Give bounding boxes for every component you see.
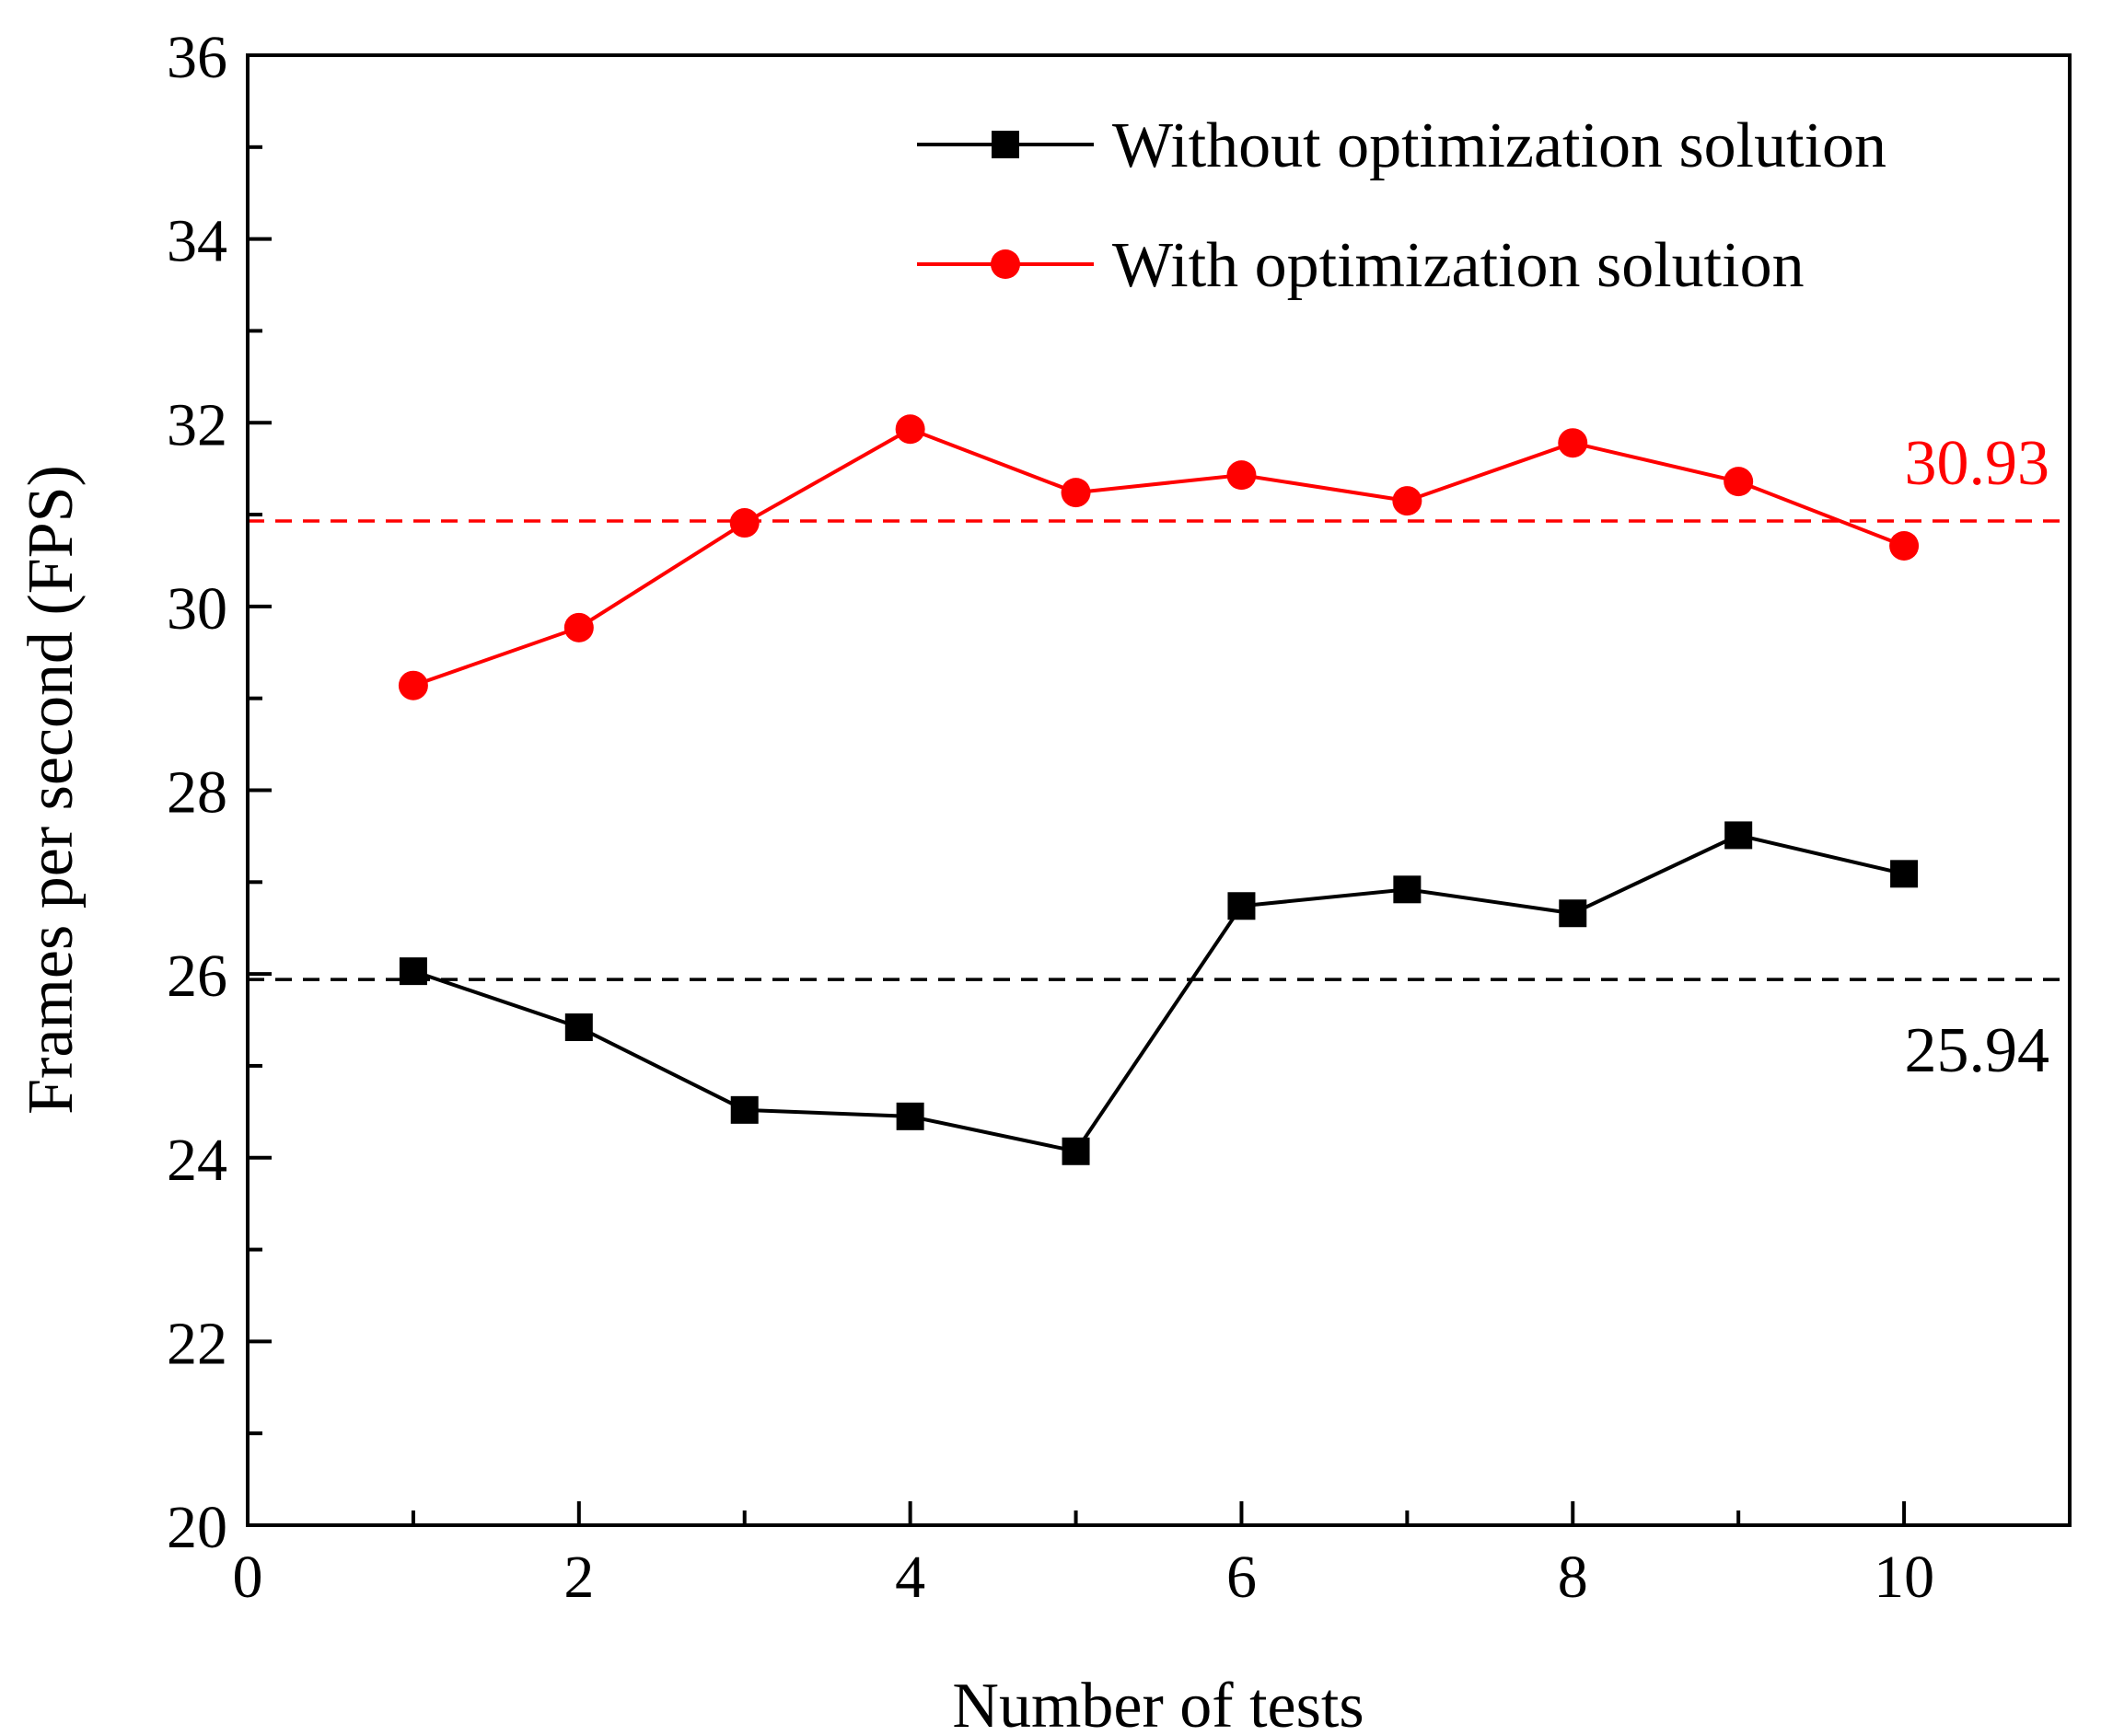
x-tick-label: 8: [1558, 1544, 1588, 1611]
data-point: [1724, 821, 1753, 850]
mean-reference-label: 30.93: [1905, 428, 2050, 499]
series-line: [412, 427, 1905, 688]
legend: Without optimization solution With optimi…: [917, 110, 1886, 301]
legend-marker: [992, 131, 1019, 158]
data-point: [564, 1013, 593, 1042]
y-tick-label: 24: [167, 1127, 227, 1194]
data-point: [1393, 875, 1422, 904]
data-point: [1558, 428, 1588, 458]
data-point: [896, 1102, 924, 1130]
legend-label: With optimization solution: [1112, 230, 1805, 301]
data-point: [1061, 478, 1091, 508]
data-point: [1062, 1137, 1090, 1165]
data-point: [1890, 860, 1919, 888]
data-point: [398, 670, 428, 700]
data-point: [563, 612, 594, 642]
y-tick-label: 30: [167, 575, 227, 642]
x-tick-label: 4: [895, 1544, 925, 1611]
data-point: [1226, 460, 1257, 491]
y-tick-label: 28: [167, 759, 227, 827]
data-point: [730, 1095, 759, 1124]
x-tick-label: 10: [1874, 1544, 1934, 1611]
y-axis-title: Frames per second (FPS): [16, 465, 87, 1115]
data-point: [1889, 530, 1920, 561]
y-tick-label: 32: [167, 391, 227, 458]
data-point: [1392, 486, 1422, 516]
y-tick-label: 34: [167, 208, 227, 275]
y-tick-label: 22: [167, 1310, 227, 1377]
data-point: [729, 508, 760, 538]
data-point: [1724, 467, 1754, 497]
mean-reference-label: 25.94: [1905, 1015, 2050, 1086]
x-tick-label: 2: [563, 1544, 594, 1611]
data-point: [1559, 899, 1587, 928]
legend-label: Without optimization solution: [1112, 110, 1886, 181]
x-axis-title: Number of tests: [952, 1671, 1364, 1736]
x-tick-label: 0: [233, 1544, 263, 1611]
y-tick-label: 26: [167, 943, 227, 1010]
plot-frame: [246, 53, 2072, 1527]
y-tick-label: 36: [167, 24, 227, 91]
legend-marker: [991, 249, 1020, 279]
data-point: [399, 957, 427, 986]
data-point: [1227, 892, 1256, 920]
data-point: [895, 414, 925, 445]
y-tick-label: 20: [167, 1494, 227, 1561]
x-tick-label: 6: [1226, 1544, 1257, 1611]
series-line: [412, 833, 1905, 1153]
